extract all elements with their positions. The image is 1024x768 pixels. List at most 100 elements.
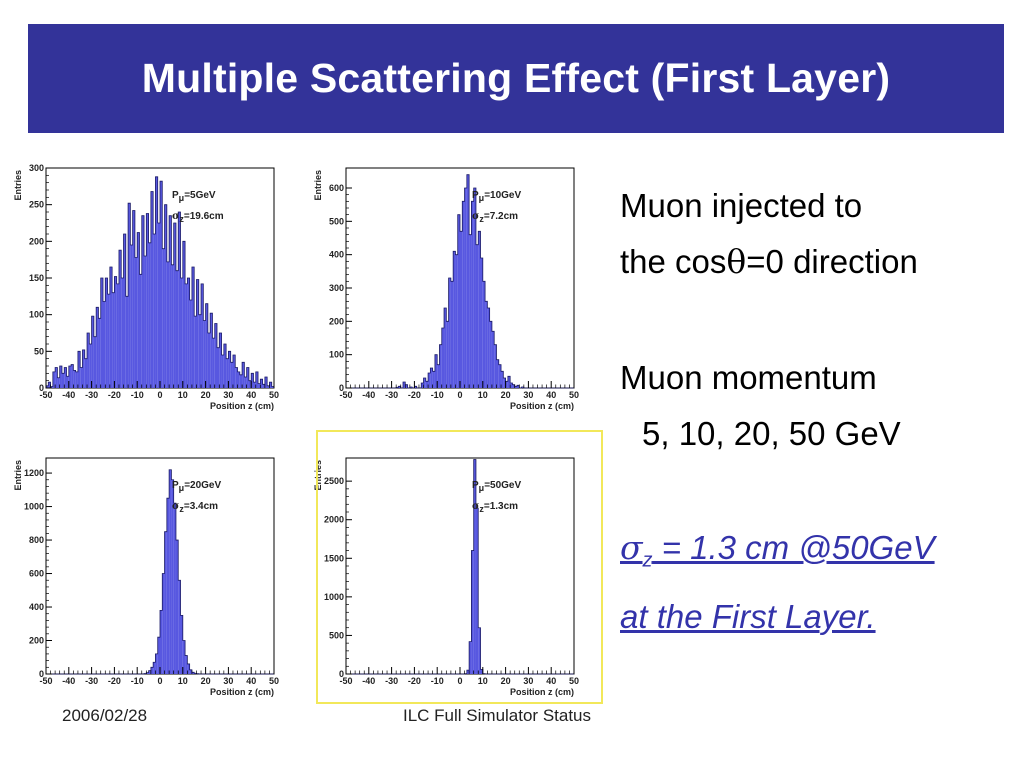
histogram-bar [196,279,199,388]
x-tick-label: 20 [201,676,211,686]
legend-momentum: Pμ=50GeV [472,480,521,493]
momentum-line-2: 5, 10, 20, 50 GeV [642,415,901,452]
histogram-bar [462,201,465,388]
x-tick-label: 30 [523,676,533,686]
histogram-bar [64,367,67,388]
histogram-bar [203,320,206,388]
histogram-bar [175,540,179,674]
histogram-bar [93,336,97,388]
histogram-bar [189,669,192,674]
x-tick-label: -40 [62,390,75,400]
x-tick-label: -30 [85,676,98,686]
x-tick-label: 50 [569,390,579,400]
histogram-bar [59,366,62,388]
description-line-1: Muon injected to [620,187,863,224]
histogram-bar [271,386,274,388]
y-tick-label: 2000 [324,515,344,525]
histogram-bar [421,383,424,388]
x-tick-label: 40 [246,676,256,686]
histogram-bar [221,355,224,388]
x-tick-label: -30 [385,390,398,400]
x-tick-label: 10 [478,390,488,400]
legend-momentum: Pμ=20GeV [172,480,221,493]
y-tick-label: 400 [29,602,44,612]
result-line-1-post: = 1.3 cm @50GeV [652,529,935,566]
legend-sigma: σz=1.3cm [472,501,518,514]
x-tick-label: 20 [201,390,211,400]
histogram-bar [103,301,106,388]
y-tick-label: 300 [29,163,44,173]
plot-frame [345,457,575,675]
description-block: Muon injected to the cosθ=0 direction [620,178,918,290]
x-axis-title: Position z (cm) [510,687,574,697]
histogram-20gev: 0 200 400 600 800 1000 1200 -50 -40 -30 -20 -10 0 10 2… [12,452,282,700]
histogram-bar [489,321,492,388]
histogram-bar [498,364,502,388]
x-tick-label: 20 [501,676,511,686]
histogram-outline [346,459,574,675]
histogram-bar [521,387,524,388]
histogram-bar [503,378,506,388]
histogram-50gev: 0 500 1000 1500 2000 2500 -50 -40 -30 -20 -10 0 10 20… [312,452,582,700]
x-tick-label: 0 [157,390,162,400]
y-tick-label: 200 [29,236,44,246]
histogram-bar [48,382,51,388]
x-axis-title: Position z (cm) [510,401,574,411]
histogram-bar [434,354,438,388]
y-tick-label: 1000 [324,592,344,602]
histogram-bar [217,347,220,388]
histogram-bar [262,384,265,388]
histogram-bar [469,641,472,674]
legend-sigma: σz=7.2cm [472,211,518,224]
histogram-bar [185,655,188,674]
histogram-bar [255,371,259,388]
footer-title: ILC Full Simulator Status [403,706,592,725]
histogram-bar [162,573,165,674]
y-tick-label: 1000 [24,502,44,512]
histogram-bar [191,267,195,388]
histogram-bar [507,376,511,388]
histogram-bar [219,333,222,388]
histogram-bar [485,301,488,388]
x-tick-label: 10 [178,676,188,686]
histogram-bar [425,381,429,388]
histogram-bar [432,371,435,388]
x-tick-label: -20 [408,390,421,400]
x-tick-label: -50 [39,390,52,400]
y-tick-label: 0 [339,383,344,393]
histogram-bar [182,241,186,388]
histogram-bar [80,367,83,388]
histogram-bar [157,223,160,388]
histogram-bar [473,188,476,388]
histogram-bar [66,376,69,388]
x-tick-label: -40 [62,676,75,686]
histogram-bar [157,637,160,674]
histogram-bar [441,328,445,388]
histogram-bar [118,250,122,388]
histogram-bar [160,610,163,674]
x-tick-label: 50 [269,390,279,400]
histogram-bar [469,234,472,388]
y-tick-label: 200 [329,316,344,326]
histogram-bar [466,174,470,388]
histogram-bar [114,276,117,388]
histogram-bar [253,382,256,388]
histogram-bar [210,313,213,388]
histogram-bar [132,210,135,388]
x-tick-label: 40 [546,390,556,400]
histogram-bar [205,303,208,388]
histogram-outline [46,469,274,675]
x-tick-label: 30 [223,676,233,686]
histogram-bar [175,270,179,388]
histogram-bar [237,371,240,388]
histogram-bar [496,359,499,388]
histogram-bar [478,627,481,674]
highlight-frame [316,430,603,704]
histogram-bar [403,382,406,388]
histogram-bar [264,377,268,388]
x-tick-label: -40 [362,676,375,686]
histogram-bar [96,307,99,388]
histogram-bar [450,281,454,388]
x-tick-label: -30 [85,390,98,400]
histogram-bar [480,258,483,388]
